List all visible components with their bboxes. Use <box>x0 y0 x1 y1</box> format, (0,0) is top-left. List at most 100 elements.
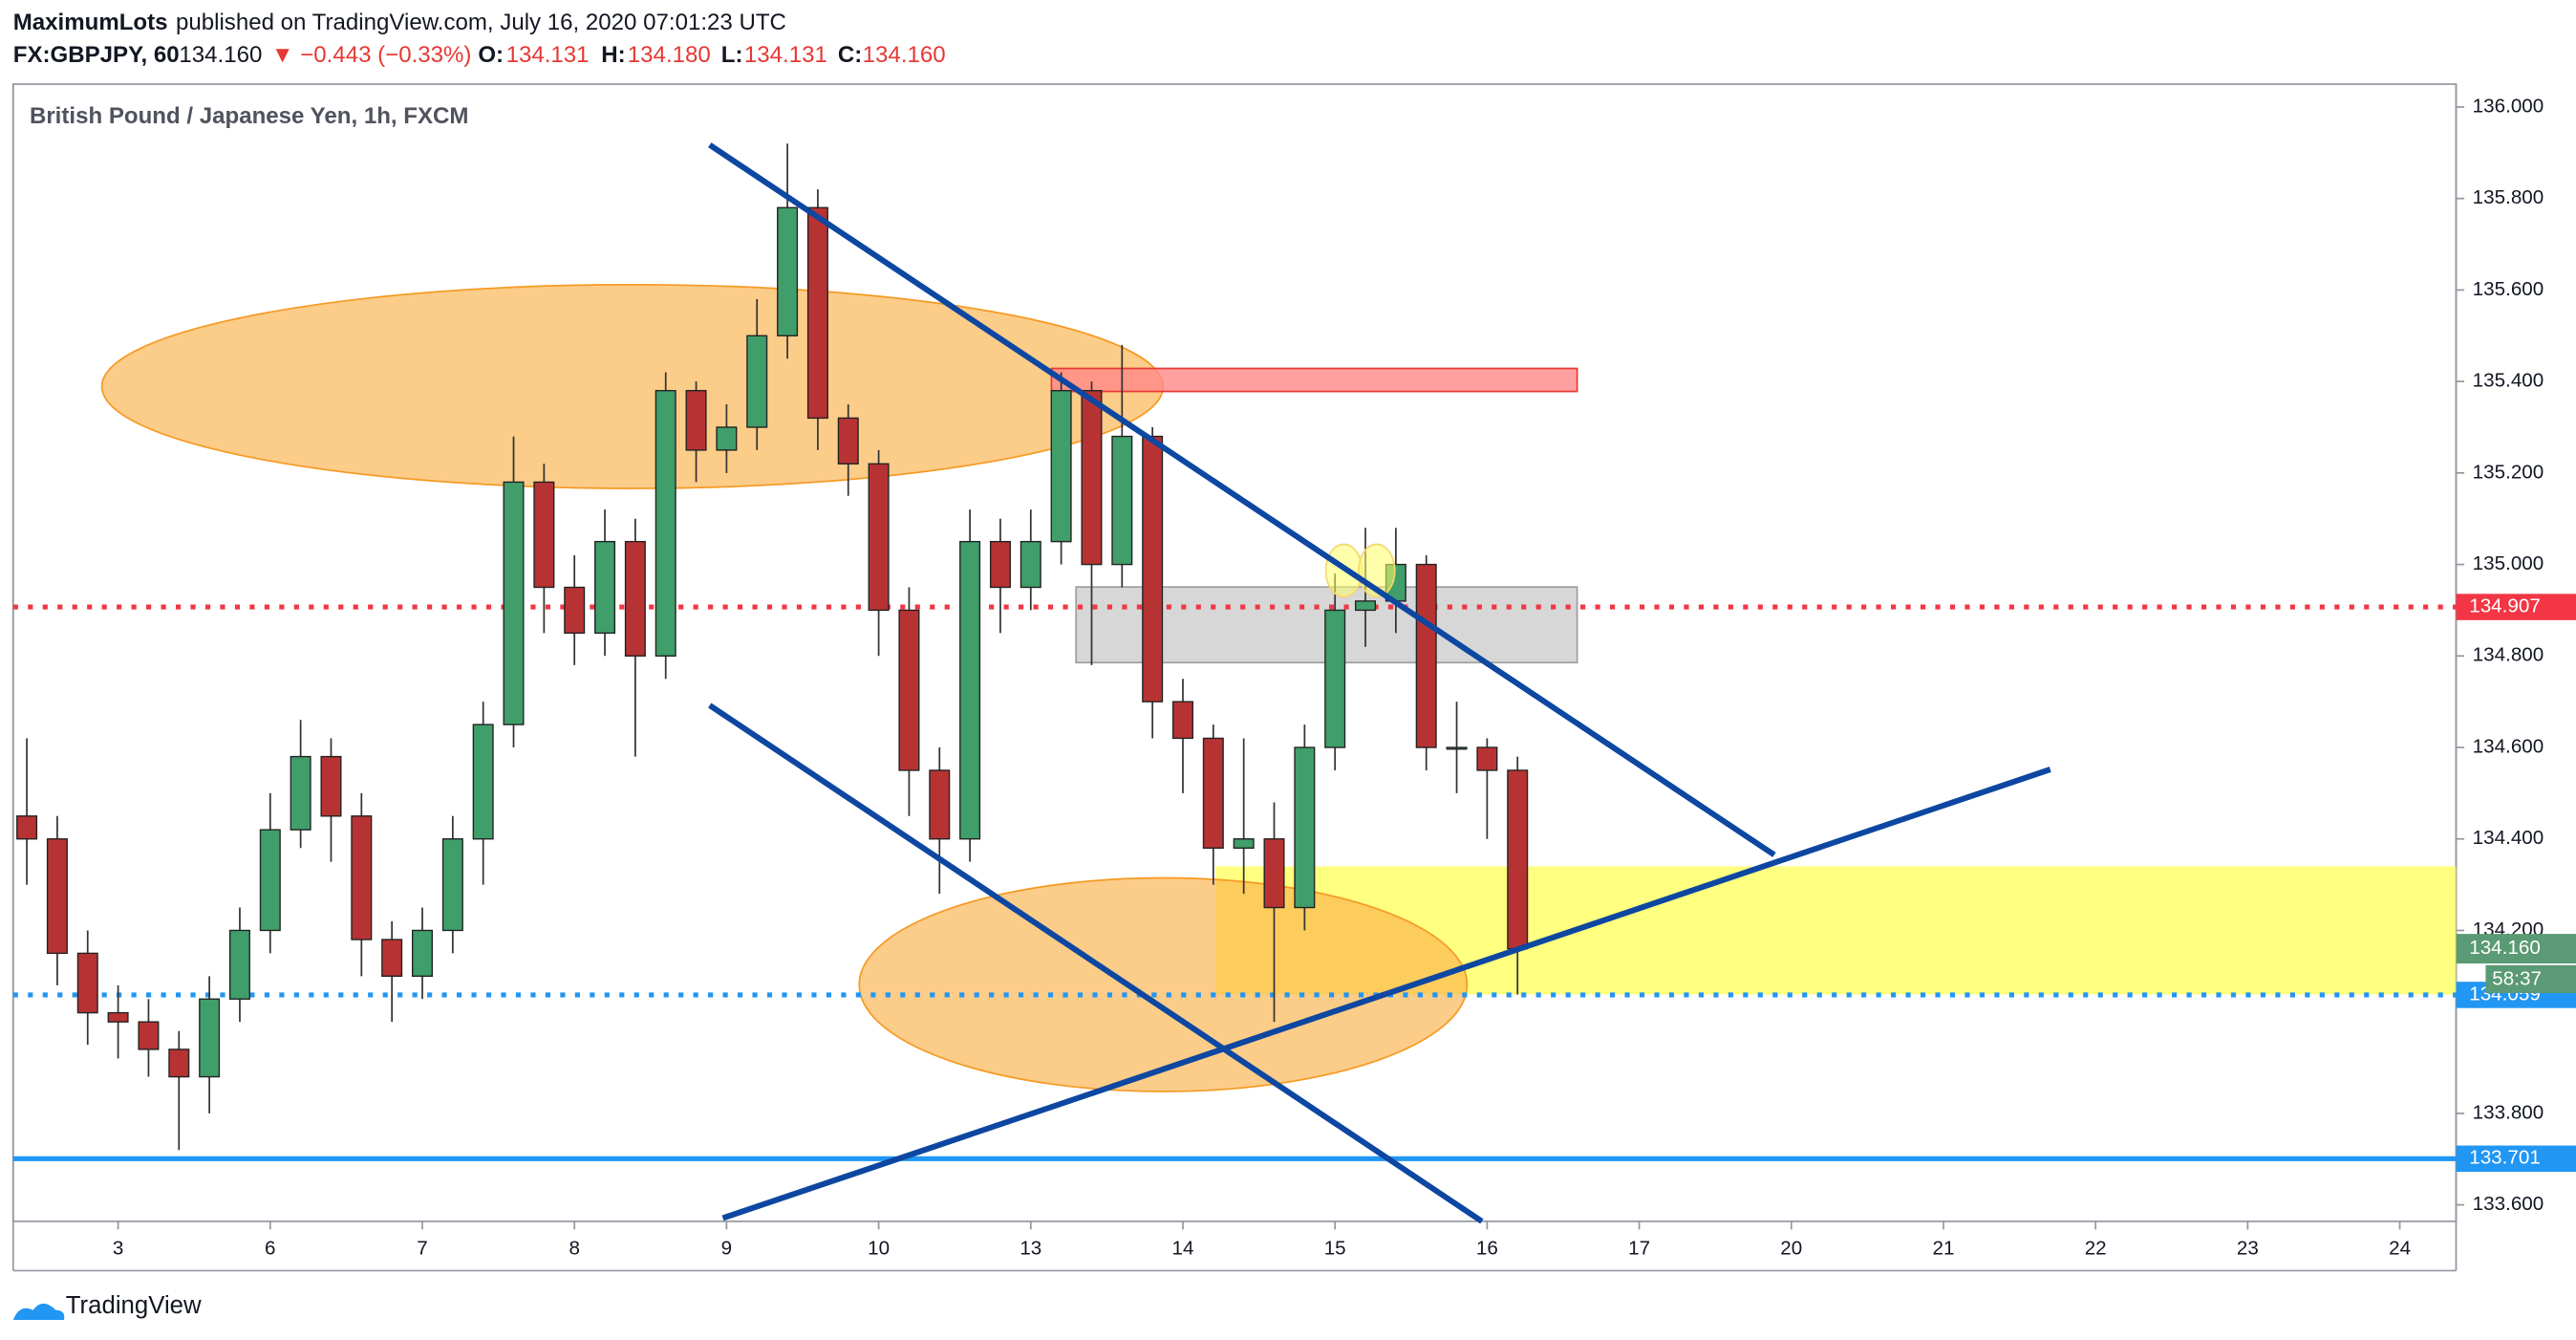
candle-body <box>351 815 373 940</box>
symbol: FX:GBPJPY, 60 <box>13 42 180 68</box>
candle-body <box>1202 737 1224 849</box>
series <box>16 143 1529 1151</box>
x-tick-label: 20 <box>1780 1238 1802 1260</box>
candle-body <box>503 481 525 725</box>
x-tick-label: 14 <box>1172 1238 1194 1260</box>
candle-body <box>1355 600 1377 612</box>
candle-body <box>746 335 768 428</box>
header-price: 134.160 <box>179 42 262 68</box>
y-tick-label: 135.200 <box>2473 461 2544 483</box>
candle-body <box>1142 435 1164 702</box>
logo <box>12 1303 65 1321</box>
candle-body <box>1050 390 1072 543</box>
candle-body <box>16 815 38 840</box>
candle-body <box>594 540 616 635</box>
candle-body <box>655 390 676 657</box>
candle-body <box>1171 701 1193 740</box>
candle-body <box>929 769 951 840</box>
candle-body <box>381 939 403 978</box>
candle-body <box>837 417 859 465</box>
candle-body <box>1020 540 1041 589</box>
y-tick-label: 134.800 <box>2473 644 2544 666</box>
x-tick-label: 10 <box>868 1238 890 1260</box>
y-tick-label: 134.400 <box>2473 827 2544 849</box>
candle-body <box>716 426 738 451</box>
header-change: ▼ −0.443 (−0.33%) <box>271 42 472 68</box>
y-tick-label: 135.000 <box>2473 552 2544 574</box>
candle-body <box>1476 746 1498 771</box>
candle-body <box>199 998 221 1078</box>
candle-body <box>898 609 920 771</box>
candle-body <box>1263 838 1285 909</box>
candle-body <box>1294 746 1316 909</box>
x-tick-label: 24 <box>2389 1238 2411 1260</box>
candle-body <box>564 586 586 635</box>
candle-body <box>624 540 646 657</box>
candle-body <box>533 481 555 589</box>
y-tick-label: 134.600 <box>2473 735 2544 757</box>
countdown-tag <box>2485 964 2576 994</box>
x-tick-label: 9 <box>721 1238 732 1260</box>
high-value: 134.180 <box>628 42 711 68</box>
published: published on TradingView.com, July 16, 2… <box>176 10 786 35</box>
drawings-back <box>12 283 2457 1161</box>
drawings-front <box>708 142 2051 1224</box>
orange-ellipse <box>100 283 1165 489</box>
x-tick-label: 22 <box>2085 1238 2107 1260</box>
footer-brand: TradingView <box>66 1292 202 1319</box>
candle-body <box>1081 390 1103 566</box>
last-price-label: 134.160 <box>2469 937 2541 959</box>
price-tag-label: 134.907 <box>2469 595 2541 617</box>
y-tick-label: 133.600 <box>2473 1193 2544 1215</box>
candle-body <box>46 838 68 955</box>
candle-body <box>411 929 434 978</box>
x-tick-label: 7 <box>417 1238 427 1260</box>
trend-line <box>708 142 1776 857</box>
candle-body <box>168 1048 190 1078</box>
candle-body <box>989 540 1011 589</box>
low-label: L: <box>721 42 743 68</box>
countdown: 58:37 <box>2492 968 2542 990</box>
trend-line <box>708 702 1484 1224</box>
candle-body <box>472 724 494 840</box>
candle-body <box>76 952 98 1014</box>
candle-body <box>441 838 463 932</box>
candle-body <box>685 390 707 451</box>
red-zone <box>1050 367 1578 393</box>
close-label: C: <box>838 42 862 68</box>
candle-body <box>259 829 281 932</box>
x-tick-label: 8 <box>569 1238 579 1260</box>
close-value: 134.160 <box>863 42 946 68</box>
candle-body <box>777 206 799 336</box>
y-tick-label: 133.800 <box>2473 1101 2544 1123</box>
candle-body <box>1415 563 1437 748</box>
last-price-tag <box>2456 934 2576 964</box>
high-label: H: <box>601 42 625 68</box>
chart-title: British Pound / Japanese Yen, 1h, FXCM <box>30 103 469 129</box>
logo-cloud <box>12 1303 65 1321</box>
candle-body <box>1111 435 1133 566</box>
candle-body <box>138 1021 160 1050</box>
price-tag <box>2456 594 2576 620</box>
y-tick-label: 136.000 <box>2473 95 2544 117</box>
candle-body <box>320 755 342 817</box>
trend-line <box>721 767 2051 1221</box>
candle-body <box>868 463 890 612</box>
open-value: 134.131 <box>506 42 590 68</box>
candle-body <box>1507 769 1529 950</box>
y-tick-label: 135.800 <box>2473 186 2544 208</box>
candle-body <box>1324 609 1346 748</box>
candle-body <box>1233 838 1255 849</box>
x-tick-label: 17 <box>1628 1238 1650 1260</box>
y-tick-label: 135.600 <box>2473 278 2544 300</box>
publisher: MaximumLots <box>13 10 168 35</box>
low-value: 134.131 <box>744 42 827 68</box>
x-tick-label: 15 <box>1324 1238 1346 1260</box>
y-tick-label: 135.400 <box>2473 370 2544 392</box>
candle-body <box>806 206 828 420</box>
orange-ellipse <box>858 876 1469 1092</box>
x-tick-label: 6 <box>265 1238 275 1260</box>
price-tag <box>2456 1145 2576 1173</box>
